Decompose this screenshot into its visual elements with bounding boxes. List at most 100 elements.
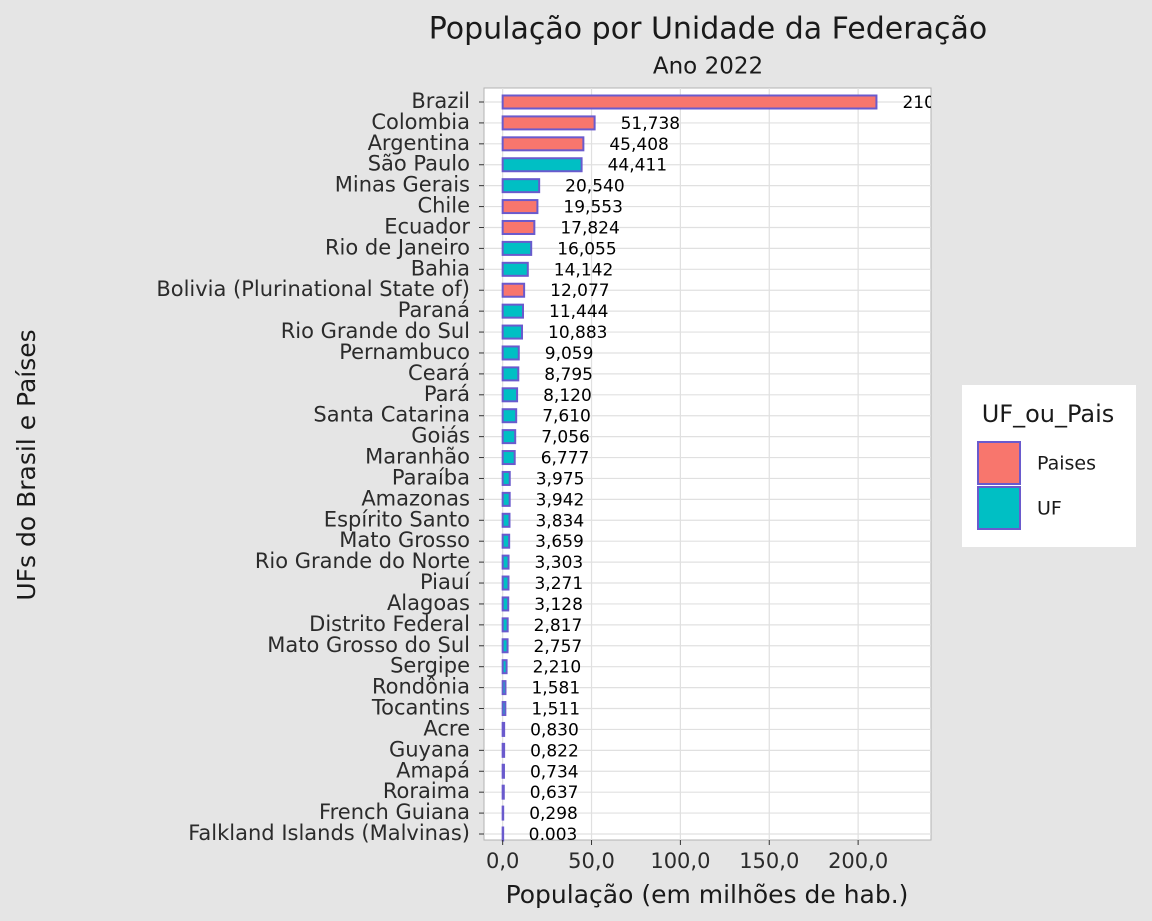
bar	[501, 742, 506, 758]
bar	[501, 680, 507, 696]
y-tick-label: Piauí	[420, 570, 471, 594]
value-label: 3,659	[535, 532, 584, 552]
value-label: 44,411	[608, 156, 667, 176]
bar	[501, 763, 505, 779]
y-tick-label: Amazonas	[361, 486, 470, 510]
value-label: 3,271	[534, 574, 583, 594]
y-tick-label: Chile	[417, 194, 470, 218]
bar	[501, 345, 520, 361]
value-label: 0,003	[529, 825, 578, 845]
bar	[501, 303, 525, 319]
bar	[501, 136, 585, 152]
value-label: 3,834	[535, 511, 584, 531]
bar	[501, 450, 516, 466]
y-tick-label: Mato Grosso	[339, 528, 470, 552]
bar	[501, 512, 511, 528]
legend-title: UF_ou_Pais	[982, 400, 1115, 428]
value-label: 19,553	[563, 198, 622, 218]
value-label: 8,795	[544, 365, 593, 385]
bar	[501, 178, 541, 194]
bar	[501, 429, 517, 445]
y-tick-label: Falkland Islands (Malvinas)	[188, 821, 470, 845]
value-label: 3,303	[535, 553, 584, 573]
y-tick-label: Espírito Santo	[324, 507, 470, 531]
y-tick-label: Colombia	[371, 110, 470, 134]
y-tick-label: Rio de Janeiro	[325, 235, 470, 259]
y-tick-label: Rio Grande do Norte	[255, 549, 470, 573]
y-tick-label: Pernambuco	[339, 340, 470, 364]
bar	[501, 387, 519, 403]
chart-subtitle: Ano 2022	[653, 54, 763, 80]
value-label: 1,511	[531, 700, 580, 720]
y-tick-label: Bolivia (Plurinational State of)	[156, 277, 470, 301]
y-tick-label: Guyana	[389, 737, 470, 761]
value-label: 210,306	[902, 93, 972, 113]
y-tick-label: French Guiana	[319, 800, 470, 824]
legend-key	[977, 486, 1021, 530]
value-label: 3,942	[536, 490, 585, 510]
value-label: 10,883	[548, 323, 607, 343]
value-label: 14,142	[554, 260, 613, 280]
marks	[501, 94, 878, 842]
y-tick-label: Paraíba	[392, 465, 470, 489]
value-label: 7,610	[542, 407, 591, 427]
bar	[501, 324, 524, 340]
y-tick-label: Amapá	[396, 758, 470, 782]
legend-key	[977, 441, 1021, 485]
bar	[501, 554, 510, 570]
bar	[501, 533, 511, 549]
y-tick-label: Santa Catarina	[313, 403, 470, 427]
x-axis-title: População (em milhões de hab.)	[506, 880, 909, 909]
value-label: 0,734	[530, 762, 579, 782]
y-tick-label: Roraima	[383, 779, 470, 803]
bar	[501, 721, 506, 737]
y-axis-title: UFs do Brasil e Países	[12, 329, 41, 600]
bar	[501, 261, 529, 277]
value-label: 2,210	[533, 658, 582, 678]
y-tick-label: Alagoas	[387, 591, 470, 615]
bar	[501, 659, 508, 675]
value-label: 20,540	[565, 177, 624, 197]
bar	[501, 638, 509, 654]
y-tick-label: Rondônia	[372, 675, 470, 699]
value-label: 9,059	[545, 344, 594, 364]
y-tick-label: Ecuador	[384, 214, 470, 238]
y-tick-label: Goiás	[411, 424, 470, 448]
value-label: 12,077	[550, 281, 609, 301]
bar	[501, 408, 518, 424]
bar	[501, 240, 533, 256]
x-tick-label: 200,0	[828, 849, 888, 873]
bar	[501, 826, 505, 842]
value-label: 6,777	[541, 449, 590, 469]
value-label: 45,408	[609, 135, 668, 155]
value-label: 0,830	[530, 720, 579, 740]
value-label: 3,975	[536, 469, 585, 489]
bar	[501, 199, 539, 215]
y-tick-label: São Paulo	[368, 152, 470, 176]
value-label: 0,637	[530, 783, 579, 803]
value-label: 1,581	[531, 679, 580, 699]
y-tick-label: Bahia	[411, 256, 470, 280]
x-tick-label: 50,0	[568, 849, 615, 873]
value-label: 7,056	[541, 428, 590, 448]
y-tick-label: Acre	[423, 716, 470, 740]
bar	[501, 94, 878, 110]
y-tick-label: Distrito Federal	[309, 612, 470, 636]
value-label: 3,128	[534, 595, 583, 615]
bar	[501, 805, 505, 821]
bar	[501, 575, 510, 591]
y-tick-label: Sergipe	[390, 654, 470, 678]
panel	[483, 87, 932, 841]
y-tick-label: Pará	[424, 382, 470, 406]
value-label: 51,738	[621, 114, 680, 134]
legend-label: Paises	[1037, 453, 1096, 475]
bar	[501, 596, 510, 612]
bar	[501, 701, 507, 717]
chart-title: População por Unidade da Federação	[429, 12, 987, 47]
value-label: 2,757	[534, 637, 583, 657]
x-tick-label: 0,0	[486, 849, 519, 873]
value-label: 11,444	[549, 302, 608, 322]
y-tick-label: Rio Grande do Sul	[281, 319, 470, 343]
